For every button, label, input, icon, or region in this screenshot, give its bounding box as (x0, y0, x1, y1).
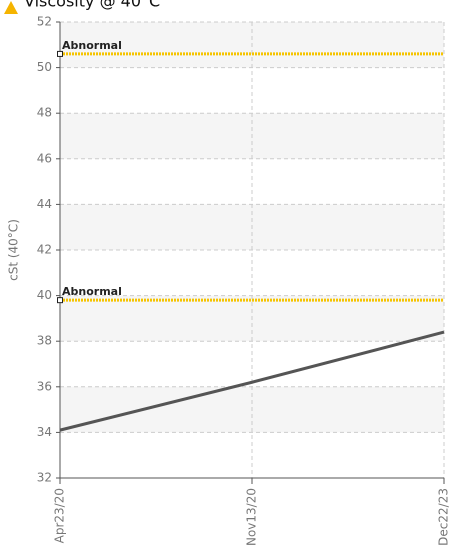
y-tick-label: 32 (37, 471, 52, 485)
x-tick-label: Apr23/20 (53, 488, 67, 543)
y-tick-label: 50 (37, 60, 52, 74)
threshold-label: Abnormal (62, 39, 122, 52)
y-tick-label: 46 (37, 151, 52, 165)
y-tick-label: 42 (37, 243, 52, 257)
y-tick-label: 36 (37, 379, 52, 393)
x-tick-label: Dec22/23 (437, 488, 451, 546)
threshold-marker (57, 50, 63, 57)
y-axis-label: cSt (40°C) (7, 219, 21, 281)
y-tick-label: 44 (37, 197, 52, 211)
y-tick-label: 34 (37, 425, 52, 439)
y-tick-label: 48 (37, 106, 52, 120)
y-tick-label: 40 (37, 288, 52, 302)
chart-title: Viscosity @ 40°C (24, 0, 160, 11)
x-tick-label: Nov13/20 (245, 488, 259, 546)
threshold-marker (57, 297, 63, 304)
series-line (59, 330, 445, 432)
y-tick-label: 38 (37, 334, 52, 348)
threshold-label: Abnormal (62, 285, 122, 298)
y-tick-label: 52 (37, 15, 52, 29)
warning-icon (4, 1, 18, 14)
